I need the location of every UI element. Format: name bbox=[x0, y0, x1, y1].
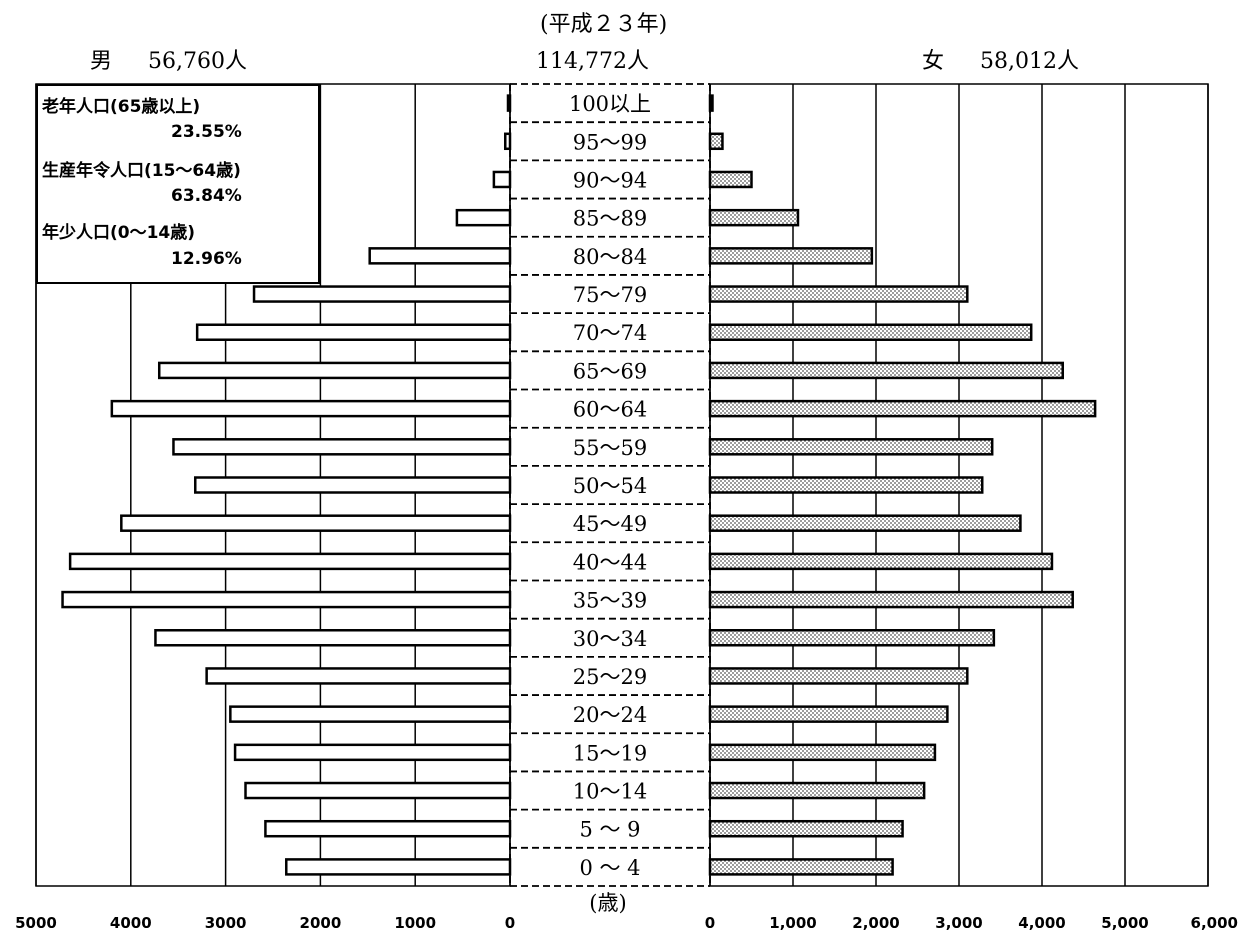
legend-working-label: 生産年令人口(15～64歳) bbox=[42, 161, 241, 181]
male-bar-5～9 bbox=[264, 819, 512, 838]
total-population: 114,772人 bbox=[536, 49, 649, 74]
female-bar-60～64 bbox=[708, 399, 1097, 418]
age-label-55～59: 55～59 bbox=[573, 436, 647, 460]
age-label-45～49: 45～49 bbox=[573, 512, 647, 536]
legend-youth-percent: 12.96% bbox=[171, 249, 242, 269]
age-label-50～54: 50～54 bbox=[573, 474, 647, 498]
female-bar-75～79 bbox=[708, 285, 969, 303]
age-unit-label: (歳) bbox=[589, 891, 626, 915]
male-bar-70～74 bbox=[195, 323, 512, 341]
female-axis-ticks: 0 1,000 2,000 3,000 4,000 5,000 6,000 bbox=[705, 914, 1238, 932]
female-bar-25～29 bbox=[708, 667, 969, 685]
female-bar-95～99 bbox=[708, 132, 724, 151]
male-bar-50～54 bbox=[194, 476, 512, 494]
female-bar-15～19 bbox=[708, 743, 937, 762]
male-bar-90～94 bbox=[492, 170, 512, 189]
female-bar-70～74 bbox=[708, 323, 1033, 341]
female-bar-20～24 bbox=[708, 705, 949, 723]
female-bar-5～9 bbox=[708, 819, 904, 838]
age-label-75～79: 75～79 bbox=[573, 283, 647, 307]
female-bar-35～39 bbox=[708, 590, 1074, 609]
male-tick-label: 5000 bbox=[15, 914, 57, 932]
age-label-30～34: 30～34 bbox=[573, 627, 647, 651]
male-bar-80～84 bbox=[368, 247, 512, 265]
male-bar-75～79 bbox=[252, 285, 512, 303]
male-bar-25～29 bbox=[205, 667, 512, 685]
female-bar-65～69 bbox=[708, 361, 1064, 380]
male-bar-0～4 bbox=[285, 858, 512, 876]
male-tick-label: 4000 bbox=[110, 914, 152, 932]
female-tick-label: 0 bbox=[705, 914, 715, 932]
male-bar-85～89 bbox=[455, 208, 512, 227]
age-label-90～94: 90～94 bbox=[573, 168, 647, 192]
female-bar-90～94 bbox=[708, 170, 753, 189]
female-bar-100以上 bbox=[708, 94, 714, 112]
female-bar-55～59 bbox=[708, 438, 994, 456]
female-tick-label: 3,000 bbox=[935, 914, 982, 932]
legend-elderly-percent: 23.55% bbox=[171, 122, 242, 142]
legend-box: 老年人口(65歳以上) 23.55% 生産年令人口(15～64歳) 63.84%… bbox=[36, 84, 320, 284]
female-total: 58,012人 bbox=[980, 49, 1079, 74]
age-label-15～19: 15～19 bbox=[573, 741, 647, 765]
male-bars bbox=[61, 94, 512, 876]
age-label-85～89: 85～89 bbox=[573, 207, 647, 231]
male-bar-65～69 bbox=[157, 361, 512, 380]
male-bar-15～19 bbox=[233, 743, 512, 762]
male-label: 男 bbox=[90, 49, 113, 74]
legend-elderly-label: 老年人口(65歳以上) bbox=[42, 97, 201, 117]
age-label-25～29: 25～29 bbox=[573, 665, 647, 689]
female-bar-0～4 bbox=[708, 858, 894, 876]
male-bar-100以上 bbox=[506, 94, 512, 112]
male-tick-label: 1000 bbox=[394, 914, 436, 932]
age-label-5～9: 5 ～ 9 bbox=[579, 818, 640, 842]
age-label-70～74: 70～74 bbox=[573, 321, 647, 345]
male-bar-30～34 bbox=[154, 629, 512, 647]
age-column: 100以上 95～99 90～94 85～89 80～84 75～79 70～74 65～69… bbox=[509, 83, 711, 887]
female-bar-30～34 bbox=[708, 629, 996, 647]
female-bar-50～54 bbox=[708, 476, 984, 494]
female-tick-label: 6,000 bbox=[1191, 914, 1238, 932]
age-label-35～39: 35～39 bbox=[573, 589, 647, 613]
female-bar-80～84 bbox=[708, 247, 874, 265]
male-bar-35～39 bbox=[61, 590, 512, 609]
male-total: 56,760人 bbox=[148, 49, 247, 74]
legend-youth-label: 年少人口(0～14歳) bbox=[42, 223, 196, 243]
age-label-60～64: 60～64 bbox=[573, 398, 647, 422]
female-label: 女 bbox=[922, 49, 945, 74]
age-label-80～84: 80～84 bbox=[573, 245, 647, 269]
age-label-100以上: 100以上 bbox=[569, 92, 651, 116]
male-bar-20～24 bbox=[229, 705, 512, 723]
legend-working-percent: 63.84% bbox=[171, 186, 242, 206]
male-bar-45～49 bbox=[120, 514, 512, 532]
female-bars bbox=[708, 94, 1097, 876]
male-axis-ticks: 5000 4000 3000 2000 1000 0 bbox=[15, 914, 515, 932]
female-tick-label: 2,000 bbox=[852, 914, 899, 932]
age-label-40～44: 40～44 bbox=[573, 550, 647, 574]
female-tick-label: 1,000 bbox=[769, 914, 816, 932]
female-tick-label: 5,000 bbox=[1101, 914, 1148, 932]
male-bar-10～14 bbox=[244, 781, 512, 800]
male-bar-55～59 bbox=[172, 438, 512, 456]
age-label-95～99: 95～99 bbox=[573, 130, 647, 154]
male-tick-label: 2000 bbox=[300, 914, 342, 932]
female-tick-label: 4,000 bbox=[1018, 914, 1065, 932]
age-label-0～4: 0 ～ 4 bbox=[579, 856, 640, 880]
female-bar-10～14 bbox=[708, 781, 926, 800]
age-label-20～24: 20～24 bbox=[573, 703, 647, 727]
age-label-65～69: 65～69 bbox=[573, 359, 647, 383]
male-bar-60～64 bbox=[110, 399, 512, 418]
female-bar-45～49 bbox=[708, 514, 1022, 532]
male-tick-label: 0 bbox=[505, 914, 515, 932]
female-bar-85～89 bbox=[708, 208, 800, 227]
male-bar-40～44 bbox=[68, 552, 512, 571]
female-bar-40～44 bbox=[708, 552, 1054, 571]
age-label-10～14: 10～14 bbox=[573, 780, 647, 804]
male-tick-label: 3000 bbox=[205, 914, 247, 932]
chart-title: (平成２３年) bbox=[540, 12, 668, 37]
